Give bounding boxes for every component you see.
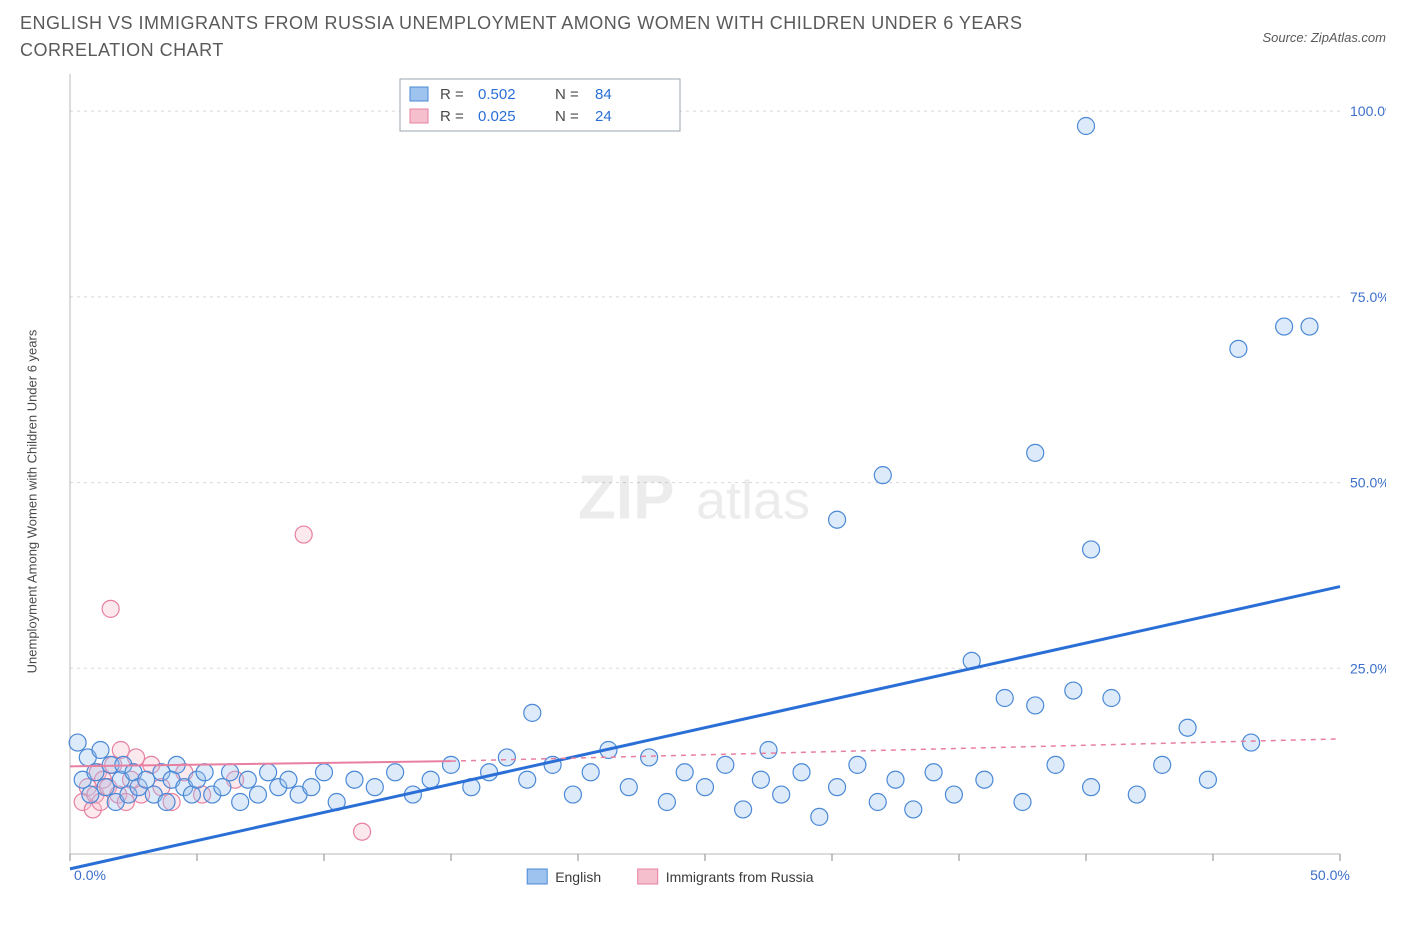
data-point — [69, 734, 86, 751]
data-point — [905, 801, 922, 818]
data-point — [1128, 786, 1145, 803]
data-point — [697, 779, 714, 796]
data-point — [1027, 697, 1044, 714]
data-point — [945, 786, 962, 803]
data-point — [793, 764, 810, 781]
data-point — [582, 764, 599, 781]
data-point — [92, 742, 109, 759]
data-point — [346, 771, 363, 788]
y-tick-label: 75.0% — [1350, 289, 1386, 305]
data-point — [564, 786, 581, 803]
stats-r-label: R = — [440, 108, 464, 125]
stats-n-value: 24 — [595, 108, 612, 125]
trend-line-english — [70, 587, 1340, 869]
legend-swatch — [638, 869, 658, 884]
source-attribution: Source: ZipAtlas.com — [1262, 30, 1386, 45]
data-point — [354, 823, 371, 840]
data-point — [773, 786, 790, 803]
watermark: atlas — [696, 471, 810, 531]
data-point — [1014, 794, 1031, 811]
stats-n-label: N = — [555, 86, 579, 103]
legend-swatch — [527, 869, 547, 884]
stats-r-label: R = — [440, 86, 464, 103]
data-point — [1027, 444, 1044, 461]
stats-r-value: 0.502 — [478, 86, 516, 103]
data-point — [303, 779, 320, 796]
data-point — [112, 742, 129, 759]
data-point — [519, 771, 536, 788]
y-axis-label: Unemployment Among Women with Children U… — [25, 330, 40, 674]
data-point — [641, 749, 658, 766]
data-point — [869, 794, 886, 811]
data-point — [97, 779, 114, 796]
data-point — [498, 749, 515, 766]
data-point — [232, 794, 249, 811]
data-point — [925, 764, 942, 781]
legend-label: Immigrants from Russia — [666, 869, 814, 885]
data-point — [735, 801, 752, 818]
data-point — [996, 690, 1013, 707]
data-point — [1154, 756, 1171, 773]
scatter-chart: 25.0% 50.0% 75.0% 100.0% 0.0% 50.0% ZIP atlas R … — [20, 74, 1386, 914]
stats-r-value: 0.025 — [478, 108, 516, 125]
data-point — [829, 511, 846, 528]
data-point — [102, 600, 119, 617]
source-name: ZipAtlas.com — [1311, 30, 1386, 45]
stats-n-value: 84 — [595, 86, 612, 103]
data-point — [829, 779, 846, 796]
data-point — [1243, 734, 1260, 751]
data-point — [280, 771, 297, 788]
data-point — [849, 756, 866, 773]
data-point — [1065, 682, 1082, 699]
data-point — [1083, 541, 1100, 558]
legend-label: English — [555, 869, 601, 885]
data-point — [976, 771, 993, 788]
data-point — [158, 794, 175, 811]
y-tick-label: 100.0% — [1350, 103, 1386, 119]
stats-swatch — [410, 87, 428, 101]
y-tick-label: 25.0% — [1350, 660, 1386, 676]
data-point — [82, 786, 99, 803]
data-point — [717, 756, 734, 773]
data-point — [422, 771, 439, 788]
data-point — [1103, 690, 1120, 707]
stats-n-label: N = — [555, 108, 579, 125]
data-point — [887, 771, 904, 788]
data-point — [239, 771, 256, 788]
data-point — [676, 764, 693, 781]
data-point — [366, 779, 383, 796]
data-point — [295, 526, 312, 543]
data-point — [1199, 771, 1216, 788]
chart-title: ENGLISH VS IMMIGRANTS FROM RUSSIA UNEMPL… — [20, 10, 1120, 64]
data-point — [1179, 719, 1196, 736]
x-tick-label: 50.0% — [1310, 867, 1350, 883]
data-point — [316, 764, 333, 781]
data-point — [524, 704, 541, 721]
trend-line-russia-extrapolated — [451, 739, 1340, 761]
data-point — [620, 779, 637, 796]
data-point — [658, 794, 675, 811]
data-point — [1276, 318, 1293, 335]
data-point — [874, 467, 891, 484]
data-point — [1047, 756, 1064, 773]
data-point — [443, 756, 460, 773]
data-point — [1301, 318, 1318, 335]
data-point — [196, 764, 213, 781]
data-point — [752, 771, 769, 788]
data-point — [1078, 118, 1095, 135]
y-tick-label: 50.0% — [1350, 475, 1386, 491]
data-point — [760, 742, 777, 759]
data-point — [1083, 779, 1100, 796]
data-point — [249, 786, 266, 803]
watermark: ZIP — [578, 464, 674, 533]
data-point — [222, 764, 239, 781]
data-point — [811, 808, 828, 825]
stats-swatch — [410, 109, 428, 123]
data-point — [260, 764, 277, 781]
chart-container: Unemployment Among Women with Children U… — [20, 74, 1386, 914]
data-point — [1230, 340, 1247, 357]
x-tick-label: 0.0% — [74, 867, 106, 883]
data-point — [387, 764, 404, 781]
source-label: Source: — [1262, 30, 1310, 45]
